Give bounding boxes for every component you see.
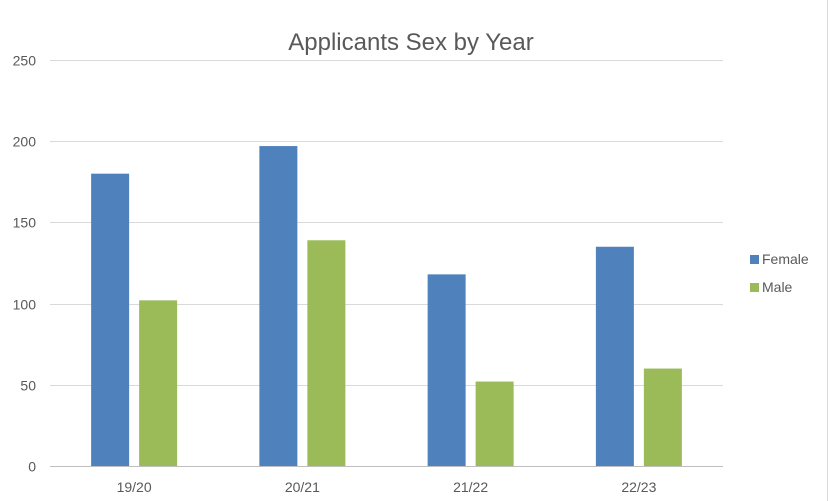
- y-tick-label: 0: [28, 459, 36, 475]
- x-tick-label: 20/21: [285, 479, 320, 495]
- y-tick-label: 200: [13, 134, 37, 150]
- x-tick-label: 22/23: [621, 479, 656, 495]
- x-axis-tick-labels: 19/20 20/21 21/22 22/23: [117, 479, 657, 495]
- y-tick-label: 250: [13, 53, 37, 69]
- chart-frame-edge: [827, 0, 828, 501]
- bar-female-21-22: [427, 274, 466, 466]
- bar-male-20-21: [307, 240, 346, 466]
- bar-male-22-23: [643, 368, 682, 466]
- y-axis-tick-labels: 0 50 100 150 200 250: [13, 53, 37, 475]
- legend-label-female: Female: [762, 251, 809, 267]
- bar-male-19-20: [139, 300, 178, 466]
- legend-label-male: Male: [762, 279, 793, 295]
- bar-male-21-22: [475, 381, 514, 466]
- x-tick-label: 21/22: [453, 479, 488, 495]
- legend-swatch-female: [750, 255, 759, 264]
- legend: Female Male: [750, 251, 809, 295]
- bar-female-22-23: [595, 246, 634, 466]
- y-tick-label: 100: [13, 297, 37, 313]
- bar-female-19-20: [91, 173, 130, 466]
- y-tick-label: 150: [13, 215, 37, 231]
- x-tick-label: 19/20: [117, 479, 152, 495]
- bars: [91, 146, 682, 466]
- chart-title: Applicants Sex by Year: [288, 29, 534, 56]
- legend-swatch-male: [750, 283, 759, 292]
- bar-female-20-21: [259, 146, 298, 466]
- y-tick-label: 50: [20, 378, 36, 394]
